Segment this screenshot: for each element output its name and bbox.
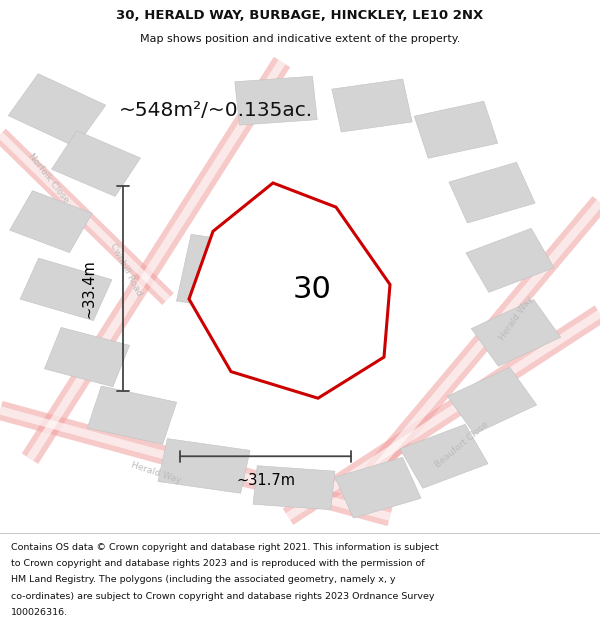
Polygon shape — [449, 162, 535, 223]
Text: ~33.4m: ~33.4m — [82, 259, 96, 318]
Text: 30: 30 — [293, 275, 331, 304]
Polygon shape — [176, 234, 292, 316]
Text: ~548m²/~0.135ac.: ~548m²/~0.135ac. — [119, 101, 313, 120]
Text: Herald Way: Herald Way — [497, 294, 535, 343]
Text: Herald Way: Herald Way — [130, 461, 182, 486]
Text: Beaufort Close: Beaufort Close — [434, 419, 490, 469]
Text: Norfolk Close: Norfolk Close — [26, 152, 70, 204]
Polygon shape — [20, 258, 112, 321]
Text: 100026316.: 100026316. — [11, 608, 68, 617]
Polygon shape — [10, 191, 92, 253]
Polygon shape — [88, 386, 176, 444]
Text: Map shows position and indicative extent of the property.: Map shows position and indicative extent… — [140, 34, 460, 44]
Polygon shape — [44, 328, 130, 387]
Text: to Crown copyright and database rights 2023 and is reproduced with the permissio: to Crown copyright and database rights 2… — [11, 559, 424, 568]
Polygon shape — [448, 368, 536, 434]
Text: 30, HERALD WAY, BURBAGE, HINCKLEY, LE10 2NX: 30, HERALD WAY, BURBAGE, HINCKLEY, LE10 … — [116, 9, 484, 21]
Text: Contains OS data © Crown copyright and database right 2021. This information is : Contains OS data © Crown copyright and d… — [11, 542, 439, 551]
Polygon shape — [400, 424, 488, 488]
Polygon shape — [472, 299, 560, 366]
Polygon shape — [189, 183, 390, 398]
Polygon shape — [466, 228, 554, 292]
Polygon shape — [8, 74, 106, 147]
Text: ~31.7m: ~31.7m — [236, 473, 295, 488]
Text: co-ordinates) are subject to Crown copyright and database rights 2023 Ordnance S: co-ordinates) are subject to Crown copyr… — [11, 592, 434, 601]
Polygon shape — [335, 458, 421, 518]
Polygon shape — [414, 101, 498, 158]
Polygon shape — [158, 439, 250, 493]
Text: HM Land Registry. The polygons (including the associated geometry, namely x, y: HM Land Registry. The polygons (includin… — [11, 575, 395, 584]
Polygon shape — [52, 131, 140, 196]
Polygon shape — [253, 466, 335, 510]
Polygon shape — [332, 79, 412, 132]
Text: Cwnhill Road: Cwnhill Road — [108, 242, 144, 298]
Polygon shape — [235, 76, 317, 125]
